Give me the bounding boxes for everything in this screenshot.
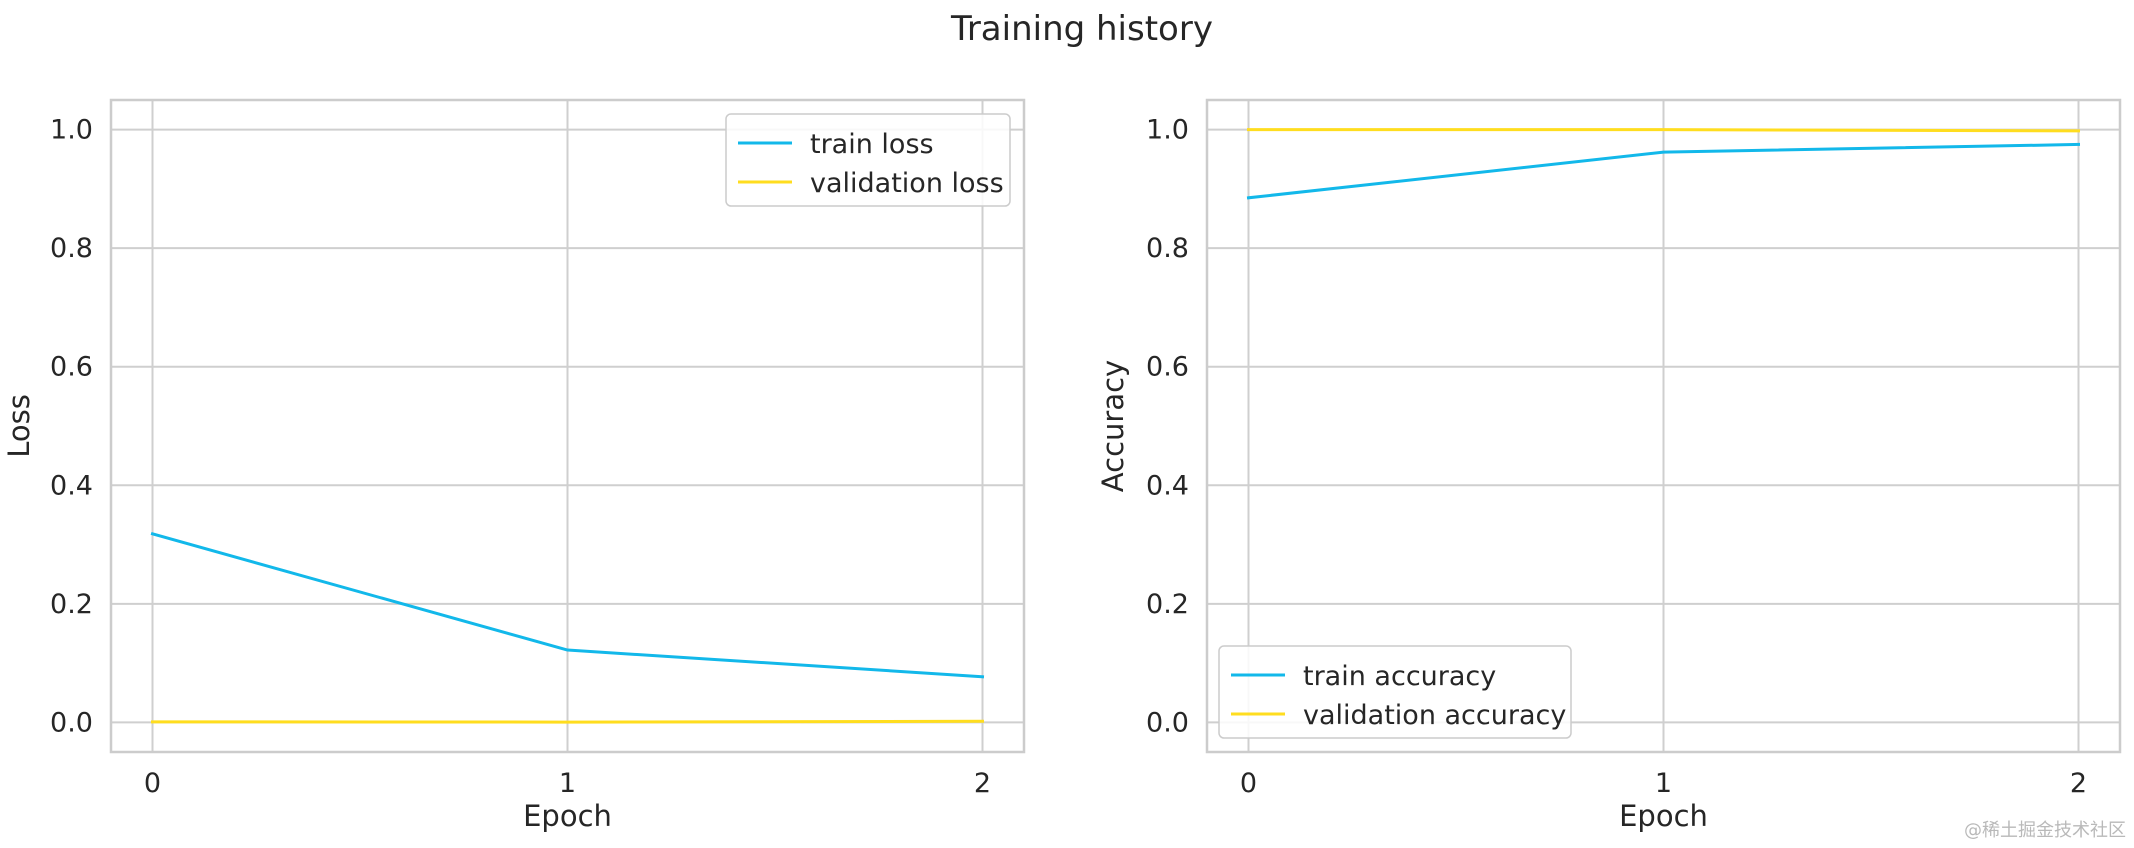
legend-box <box>725 113 1011 207</box>
series-line-train-accuracy <box>1246 142 2081 200</box>
legend-label: validation loss <box>810 168 1004 199</box>
y-tick-label: 0.0 <box>50 707 93 738</box>
y-tick-label: 0.2 <box>1146 589 1189 620</box>
legend: train loss validation loss <box>725 113 1011 207</box>
axes-frame <box>109 98 1026 754</box>
x-tick-label: 2 <box>974 768 991 799</box>
series-line-train-loss <box>150 532 985 679</box>
x-tick-label: 2 <box>2070 768 2087 799</box>
legend-box <box>1218 645 1572 739</box>
y-tick-label: 0.6 <box>50 352 93 383</box>
x-tick-label: 1 <box>559 768 576 799</box>
watermark: @稀土掘金技术社区 <box>1964 820 2126 841</box>
y-tick-label: 0.2 <box>50 589 93 620</box>
x-tick-label: 0 <box>1240 768 1257 799</box>
x-axis-label: Epoch <box>1619 799 1708 833</box>
axes-panel-2: 0.0 0.2 0.4 0.6 0.8 1.0 0 1 2 Epoch Accuracy train … <box>1096 98 2122 833</box>
legend-label: train loss <box>810 129 934 160</box>
figure-title: Training history <box>950 9 1213 49</box>
y-tick-label: 0.8 <box>50 233 93 264</box>
y-tick-label: 0.6 <box>1146 352 1189 383</box>
axes-frame <box>1205 98 2122 754</box>
y-tick-label: 0.8 <box>1146 233 1189 264</box>
legend-label: train accuracy <box>1303 661 1496 692</box>
series-line-validation-accuracy <box>1247 128 2081 133</box>
legend: train accuracy validation accuracy <box>1218 645 1572 739</box>
y-tick-label: 0.4 <box>50 470 93 501</box>
y-tick-label: 1.0 <box>1146 115 1189 146</box>
axes-panel-1: 0.0 0.2 0.4 0.6 0.8 1.0 0 1 2 Epoch Loss train loss… <box>2 98 1026 833</box>
x-axis-label: Epoch <box>523 799 612 833</box>
y-tick-label: 1.0 <box>50 115 93 146</box>
legend-label: validation accuracy <box>1303 700 1566 731</box>
series-line-validation-loss <box>150 719 985 724</box>
y-axis-label: Loss <box>2 394 36 458</box>
x-tick-label: 1 <box>1655 768 1672 799</box>
y-tick-label: 0.0 <box>1146 707 1189 738</box>
y-tick-label: 0.4 <box>1146 470 1189 501</box>
y-axis-label: Accuracy <box>1096 360 1130 492</box>
x-tick-label: 0 <box>144 768 161 799</box>
